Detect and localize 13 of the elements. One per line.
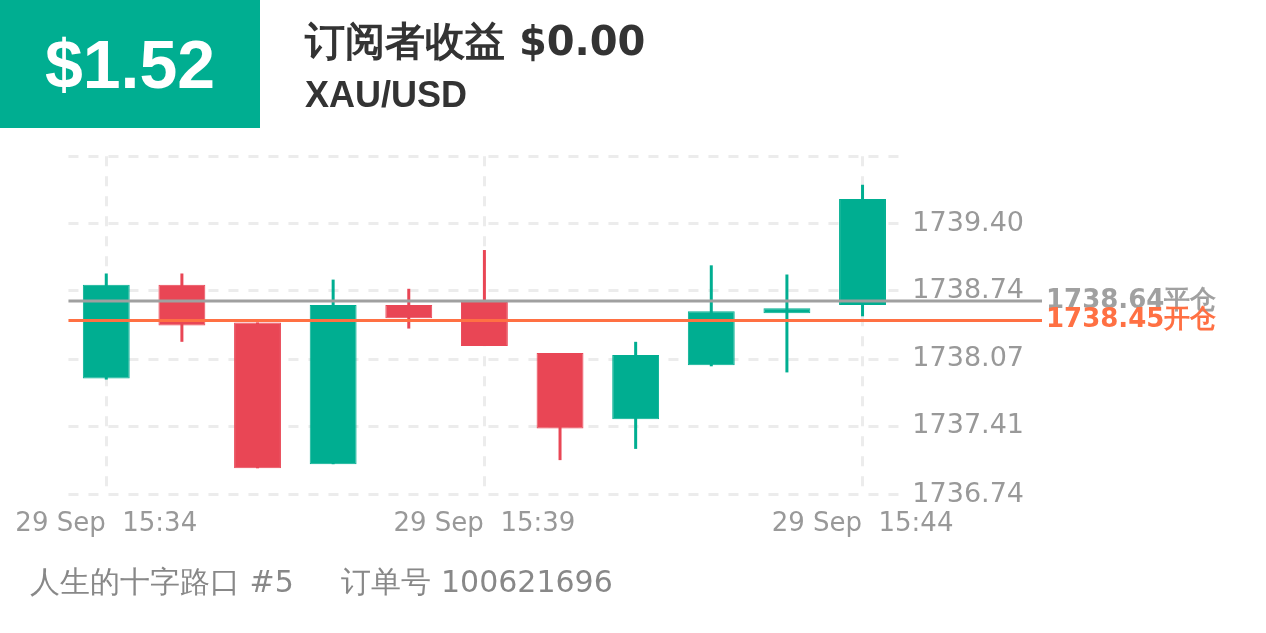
y-tick-label: 1738.07 [912,341,1024,373]
text: 人生的十字路口 #5 订单号 100621696 [30,564,613,599]
y-tick-label: 1739.40 [912,205,1024,237]
x-tick-label: 29 Sep 15:44 [771,507,954,538]
chart-subtitle: XAU/USD [305,74,468,116]
y-tick-label: 1737.41 [912,408,1024,440]
chart-title: 订阅者收益 $0.00 [305,17,646,66]
text: $1.52 [0,0,260,128]
candlestick [763,274,811,373]
x-tick-label: 29 Sep 15:34 [15,507,198,538]
x-tick-label: 29 Sep 15:39 [393,507,576,538]
y-tick-label: 1738.74 [912,272,1024,304]
y-tick-label: 1736.74 [912,476,1024,508]
